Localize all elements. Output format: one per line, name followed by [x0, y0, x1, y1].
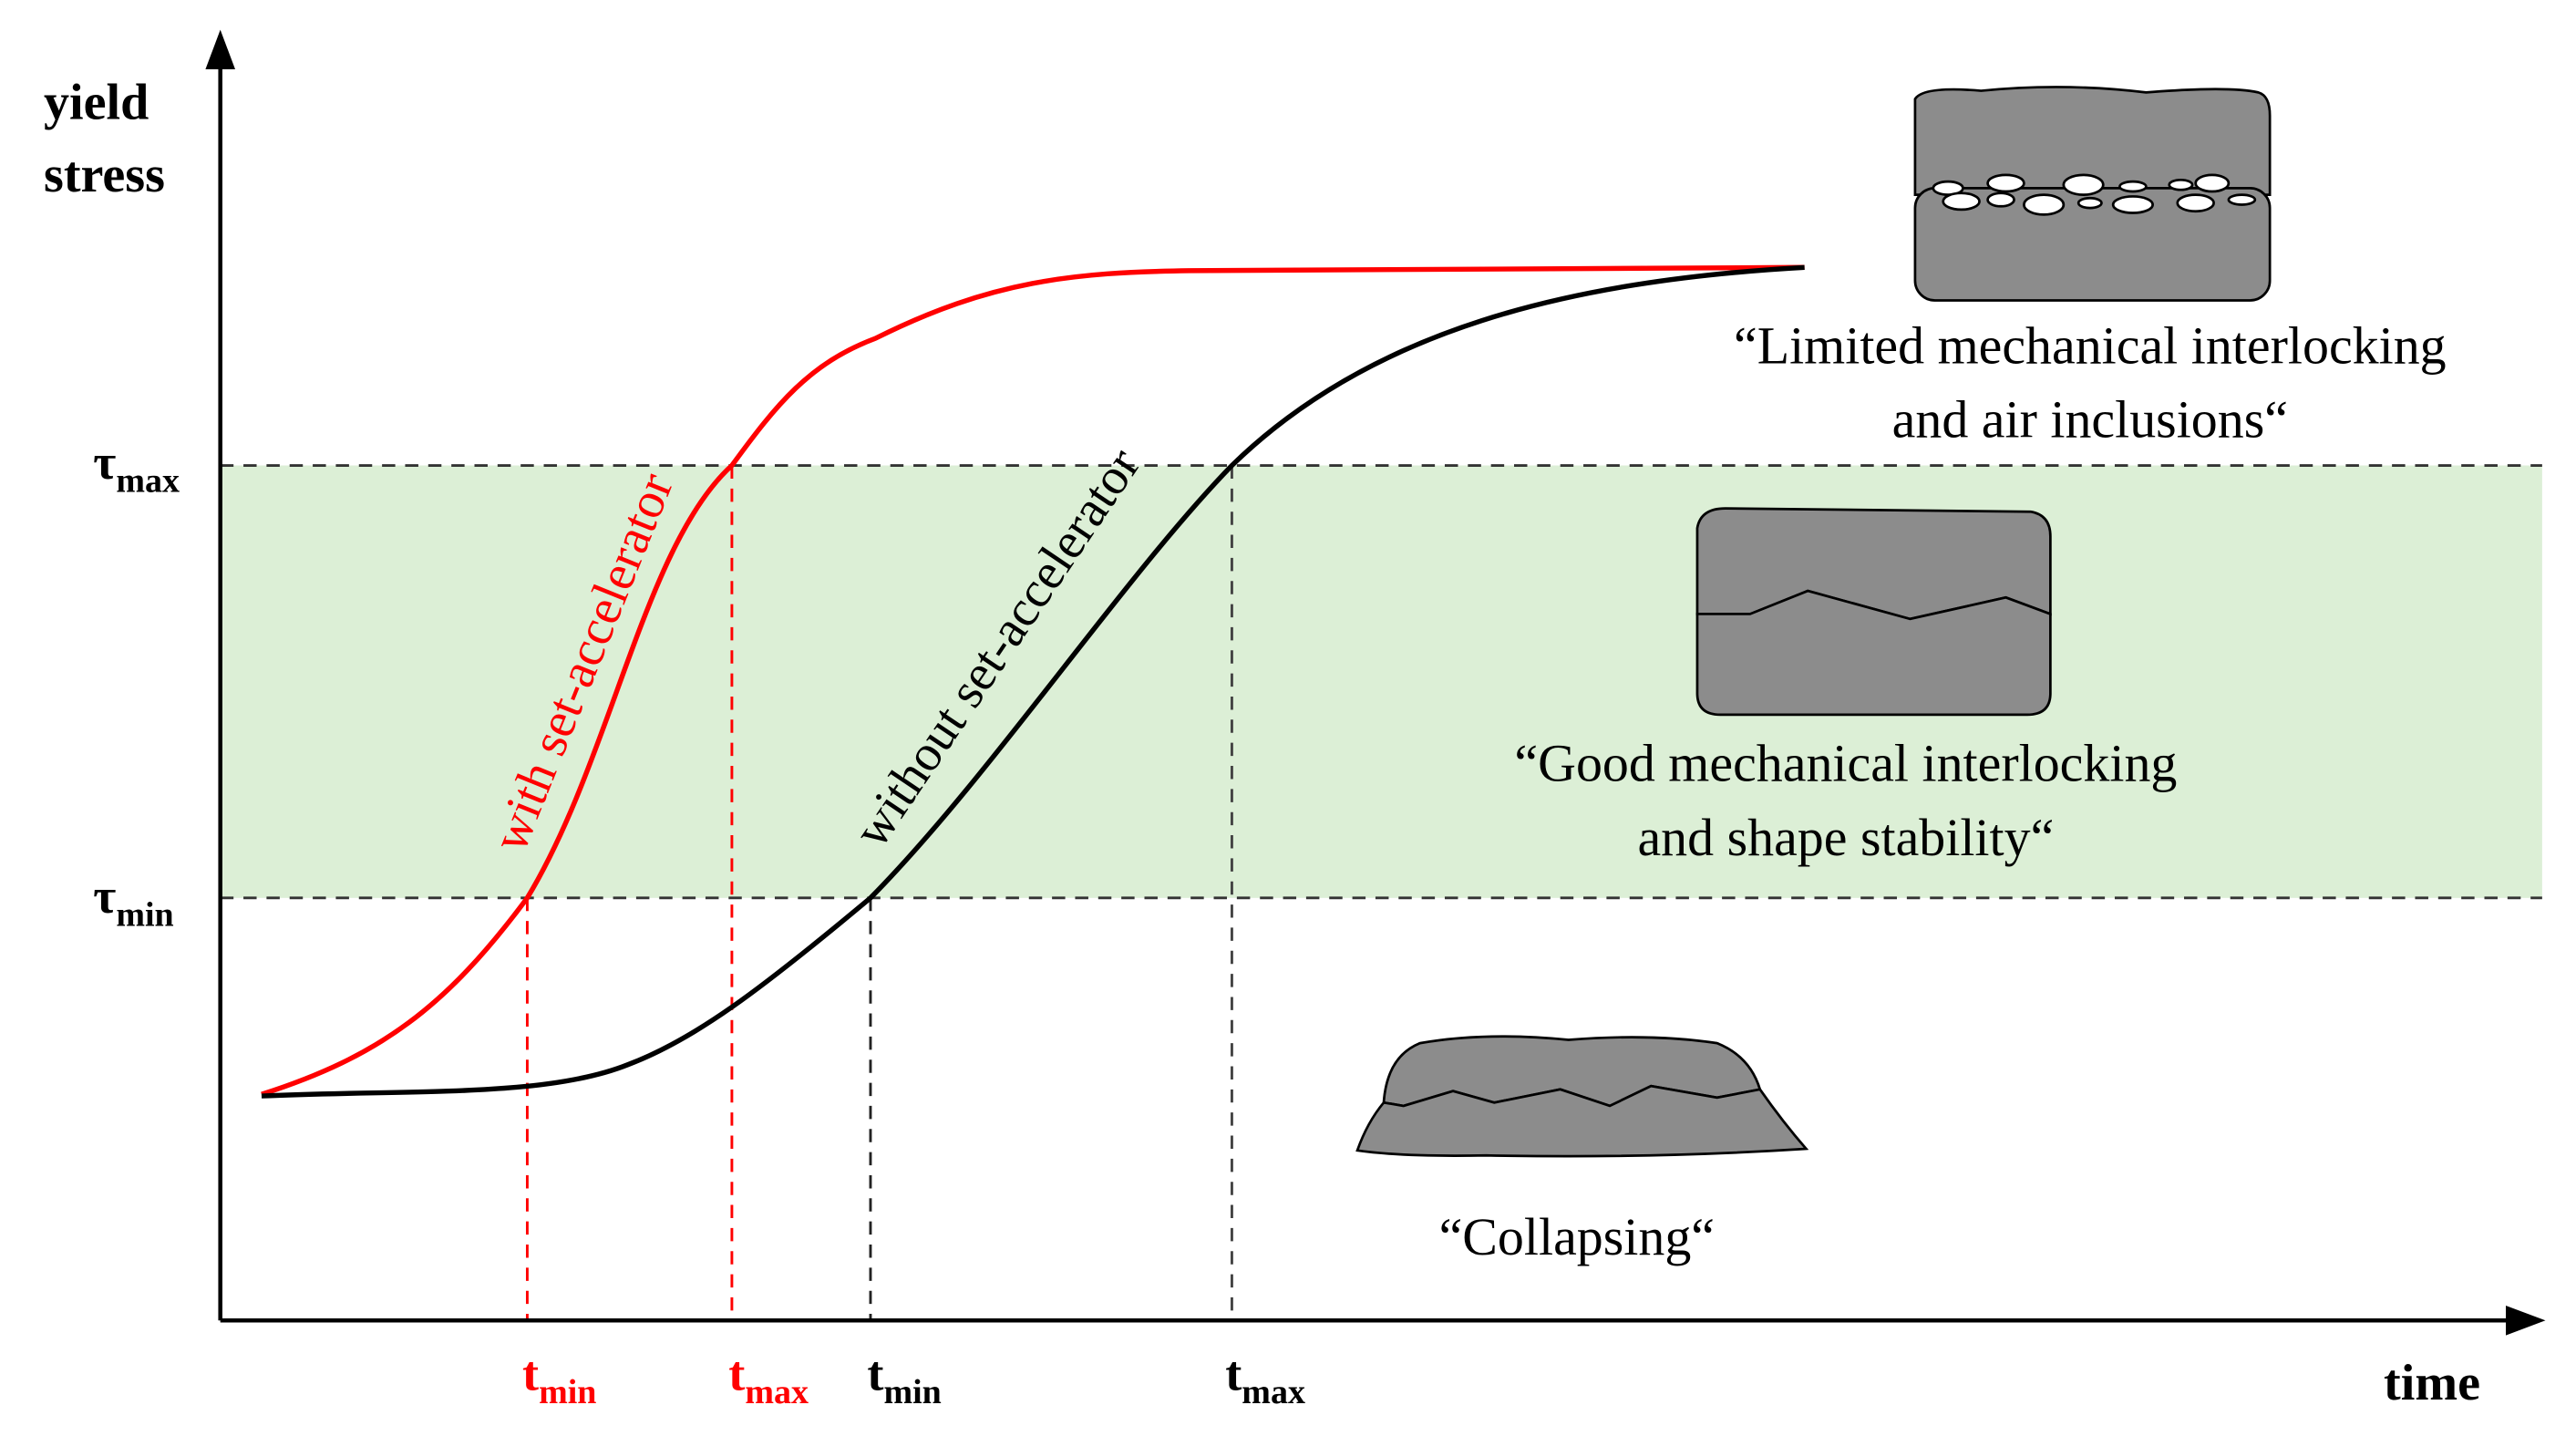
region-caption: “Collapsing“ [1439, 1207, 1715, 1266]
y-arrow [205, 29, 235, 70]
x-arrow [2506, 1305, 2546, 1336]
region-caption: “Good mechanical interlocking [1514, 733, 2177, 792]
level-label: τmax [93, 435, 180, 500]
region-caption: “Limited mechanical interlocking [1734, 315, 2447, 375]
time-label: tmin [867, 1346, 941, 1410]
curve-without [261, 264, 1805, 1099]
level-label: τmin [93, 869, 173, 934]
x-axis-label: time [2384, 1355, 2480, 1411]
time-label: tmax [1225, 1346, 1305, 1410]
region-caption: and shape stability“ [1637, 808, 2054, 867]
curve-with [261, 264, 1805, 1097]
time-label: tmin [522, 1346, 596, 1410]
region-caption: and air inclusions“ [1892, 390, 2288, 449]
acceptable-band [220, 465, 2542, 898]
icon-collapsing [1355, 1035, 1809, 1158]
icon-air-inclusions [1913, 86, 2272, 302]
time-label: tmax [728, 1346, 809, 1410]
y-axis-label: stress [44, 147, 165, 203]
icon-good-interlocking [1695, 507, 2052, 717]
y-axis-label: yield [44, 74, 149, 130]
